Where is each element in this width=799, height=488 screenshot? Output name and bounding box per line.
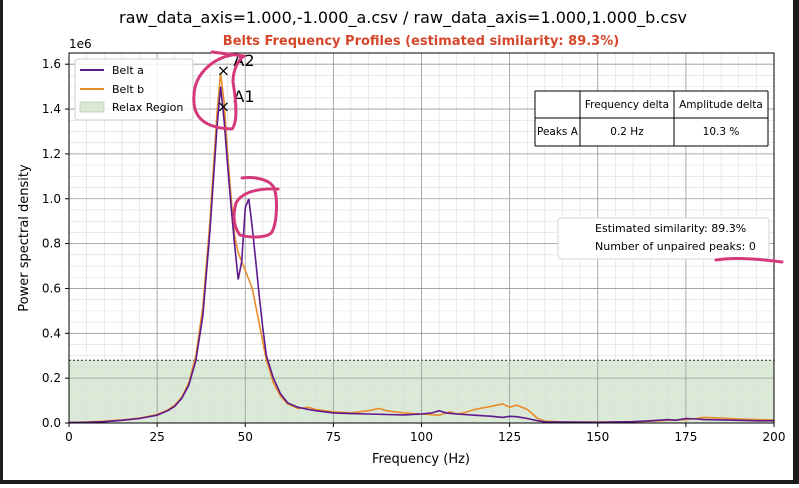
window-border-right <box>793 0 799 484</box>
legend-label-belt-b: Belt b <box>112 83 144 96</box>
info-similarity: Estimated similarity: 89.3% <box>595 222 746 235</box>
x-axis-label: Frequency (Hz) <box>372 452 470 467</box>
table-cell-amplitude-delta: 10.3 % <box>703 126 740 138</box>
x-axis-ticks: 0 25 50 75 100 125 150 175 200 <box>65 423 785 444</box>
y-tick-label: 1.4 <box>42 102 61 116</box>
x-tick-label: 125 <box>498 430 521 444</box>
table-header-amplitude-delta: Amplitude delta <box>679 99 763 111</box>
x-tick-label: 25 <box>149 430 164 444</box>
legend-label-belt-a: Belt a <box>112 64 144 77</box>
table-cell-frequency-delta: 0.2 Hz <box>610 126 644 138</box>
x-tick-label: 200 <box>763 430 786 444</box>
legend-label-relax-region: Relax Region <box>112 101 183 114</box>
x-tick-label: 150 <box>586 430 609 444</box>
legend: Belt a Belt b Relax Region <box>75 59 193 120</box>
y-tick-label: 0.0 <box>42 416 61 430</box>
y-axis-label: Power spectral density <box>17 164 32 312</box>
y-tick-label: 1.6 <box>42 57 61 71</box>
window-border-left <box>0 0 3 484</box>
table-row-label: Peaks A <box>537 126 579 138</box>
peaks-table: Frequency delta Amplitude delta Peaks A … <box>535 91 768 146</box>
x-tick-label: 0 <box>65 430 73 444</box>
similarity-info-box: Estimated similarity: 89.3% Number of un… <box>558 218 769 259</box>
legend-swatch-relax-region <box>80 102 104 112</box>
y-tick-label: 0.2 <box>42 371 61 385</box>
y-axis-ticks: 0.0 0.2 0.4 0.6 0.8 1.0 1.2 1.4 1.6 <box>42 57 69 430</box>
chart-title: Belts Frequency Profiles (estimated simi… <box>223 34 619 49</box>
y-tick-label: 0.4 <box>42 326 61 340</box>
y-tick-label: 0.8 <box>42 237 61 251</box>
window-border-bottom <box>0 480 799 484</box>
y-tick-label: 1.2 <box>42 147 61 161</box>
y-tick-label: 0.6 <box>42 281 61 295</box>
table-header-frequency-delta: Frequency delta <box>585 99 669 111</box>
x-tick-label: 75 <box>326 430 341 444</box>
figure-title: raw_data_axis=1.000,-1.000_a.csv / raw_d… <box>119 8 687 28</box>
x-tick-label: 175 <box>674 430 697 444</box>
x-tick-label: 100 <box>410 430 433 444</box>
x-tick-label: 50 <box>238 430 253 444</box>
info-unpaired-peaks: Number of unpaired peaks: 0 <box>595 240 756 253</box>
y-tick-label: 1.0 <box>42 192 61 206</box>
y-offset-label: 1e6 <box>69 37 92 51</box>
